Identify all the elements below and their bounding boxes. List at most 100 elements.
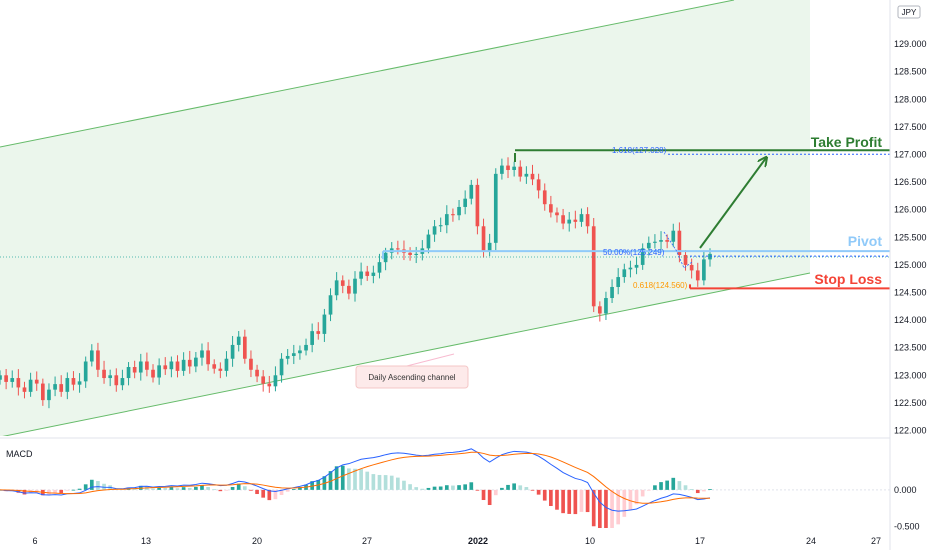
- macd-histogram-bar: [659, 482, 663, 490]
- pivot-label: Pivot: [848, 233, 883, 249]
- macd-histogram-bar: [22, 489, 27, 495]
- macd-histogram-bar: [457, 485, 461, 490]
- x-tick-label: 20: [252, 536, 262, 546]
- candle-body: [114, 375, 119, 386]
- macd-histogram-bar: [255, 489, 259, 495]
- channel-label: Daily Ascending channel: [368, 373, 455, 382]
- y-tick-label: 125.500: [894, 232, 927, 242]
- candle-body: [316, 331, 321, 334]
- macd-histogram-bar: [224, 489, 229, 491]
- macd-histogram-bar: [640, 489, 645, 497]
- candle-body: [187, 359, 192, 367]
- candle-body: [536, 179, 541, 191]
- macd-tick-label: 0.000: [894, 485, 917, 495]
- y-tick-label: 127.500: [894, 122, 927, 132]
- macd-histogram-bar: [200, 485, 204, 490]
- macd-histogram-bar: [555, 489, 559, 510]
- macd-histogram-bar: [218, 489, 223, 492]
- candle-body: [34, 379, 39, 384]
- candle-body: [83, 361, 88, 382]
- macd-histogram-bar: [695, 489, 700, 494]
- macd-histogram-bar: [187, 487, 192, 490]
- candle-body: [500, 165, 504, 174]
- candle-body: [506, 165, 510, 170]
- macd-pane: [0, 448, 890, 528]
- candle-body: [200, 350, 204, 358]
- macd-histogram-bar: [665, 480, 669, 490]
- candle-body: [304, 344, 308, 351]
- candle-body: [218, 368, 223, 371]
- macd-histogram-bar: [371, 474, 376, 490]
- candle-body: [285, 355, 290, 359]
- macd-histogram-bar: [242, 486, 247, 490]
- macd-histogram-bar: [646, 489, 651, 491]
- candle-body: [22, 387, 27, 392]
- macd-histogram-bar: [677, 481, 682, 490]
- macd-histogram-bar: [549, 489, 553, 506]
- macd-histogram-bar: [157, 487, 161, 490]
- pullback-path: [663, 231, 693, 269]
- fib-label-pivot: 50.00%(125.249): [603, 248, 665, 257]
- candle-body: [340, 280, 345, 286]
- macd-histogram-bar: [353, 468, 357, 490]
- macd-histogram-bar: [702, 489, 706, 492]
- candle-body: [71, 378, 76, 385]
- candle-body: [298, 350, 302, 354]
- candle-body: [438, 225, 443, 227]
- macd-histogram-bar: [634, 489, 639, 505]
- macd-histogram-bar: [426, 487, 431, 490]
- macd-histogram-bar: [47, 489, 51, 495]
- candle-body: [322, 314, 327, 334]
- y-tick-label: 124.000: [894, 315, 927, 325]
- candle-body: [695, 270, 700, 281]
- candle-body: [163, 365, 168, 370]
- candle-body: [512, 166, 516, 170]
- y-tick-label: 128.500: [894, 67, 927, 77]
- macd-histogram-bar: [77, 488, 82, 490]
- macd-histogram-bar: [616, 489, 621, 525]
- y-tick-label: 127.000: [894, 150, 927, 160]
- macd-histogram-bar: [597, 489, 602, 528]
- macd-histogram-bar: [285, 489, 290, 492]
- candle-body: [224, 358, 229, 371]
- y-tick-label: 123.500: [894, 343, 927, 353]
- macd-histogram-bar: [389, 475, 394, 490]
- macd-histogram-bar: [414, 487, 419, 490]
- macd-histogram-bar: [530, 489, 535, 491]
- candle-body: [126, 367, 131, 379]
- candle-body: [671, 230, 676, 242]
- price-axis-bg: [890, 0, 932, 550]
- candle-body: [212, 364, 217, 369]
- candle-body: [469, 184, 474, 199]
- candle-body: [396, 248, 400, 250]
- macd-histogram-bar: [249, 489, 253, 491]
- candle-body: [273, 375, 278, 387]
- macd-histogram-bar: [408, 484, 412, 490]
- macd-histogram-bar: [267, 489, 272, 501]
- candle-body: [132, 367, 137, 373]
- x-tick-label: 27: [362, 536, 372, 546]
- candle-body: [77, 381, 82, 385]
- candle-body: [59, 384, 64, 392]
- y-tick-label: 129.000: [894, 39, 927, 49]
- macd-histogram-bar: [610, 489, 614, 528]
- macd-histogram-bar: [175, 488, 180, 490]
- candle-body: [108, 375, 113, 379]
- candle-body: [41, 383, 45, 401]
- candle-body: [242, 336, 247, 359]
- candle-body: [365, 271, 370, 276]
- candle-body: [4, 375, 8, 382]
- candle-body: [432, 226, 437, 235]
- candle-body: [475, 184, 480, 227]
- candle-body: [371, 272, 376, 276]
- macd-histogram-bar: [567, 489, 572, 514]
- candle-body: [169, 361, 174, 370]
- currency-badge: JPY: [902, 8, 917, 17]
- candle-body: [377, 262, 382, 273]
- candle-body: [347, 285, 351, 294]
- macd-histogram-bar: [298, 486, 302, 490]
- channel-label-box: [355, 365, 469, 389]
- candle-body: [689, 264, 694, 271]
